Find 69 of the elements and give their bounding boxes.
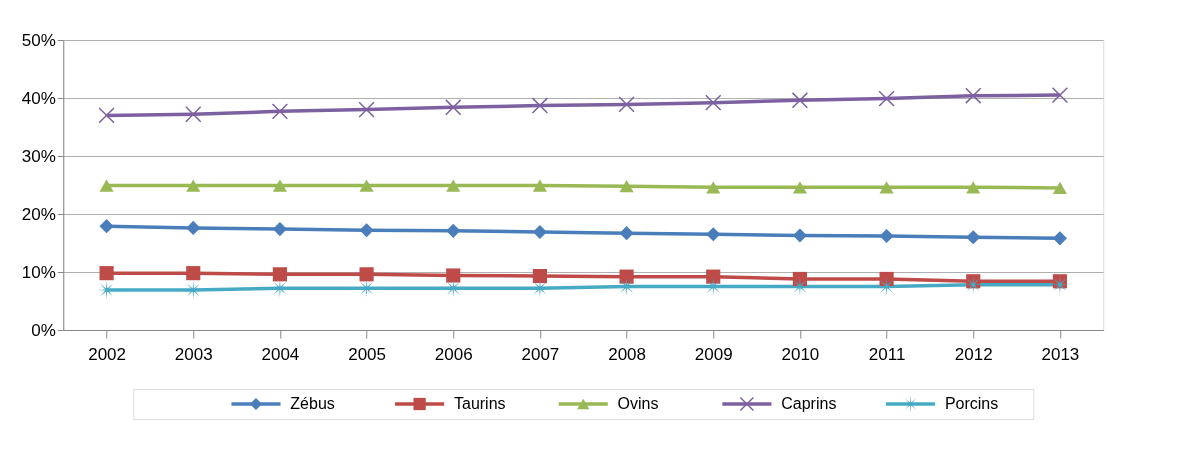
point [964,275,983,294]
point [1052,181,1067,195]
point [618,96,635,113]
x-tick-label: 2012 [954,344,993,364]
point [792,228,807,243]
point [706,269,721,284]
legend-label: Zébus [290,395,335,412]
point [879,228,894,244]
point [532,268,547,284]
point [619,226,634,241]
point [359,223,374,238]
point [186,266,201,281]
point [98,107,115,124]
y-tick-label: 40% [21,88,56,108]
point [445,99,462,116]
point [1052,231,1067,246]
point [966,181,981,194]
point [532,224,547,240]
point [1051,86,1069,104]
point [272,222,287,237]
x-tick-label: 2008 [608,344,646,364]
point [965,87,982,104]
point [186,220,201,235]
point [185,106,202,123]
y-tick-label: 50% [21,30,56,50]
x-tick-label: 2004 [261,344,300,364]
point [271,103,289,120]
point [272,179,287,192]
point [792,271,807,287]
y-tick-label: 20% [21,204,56,224]
point [619,269,634,284]
legend-label: Caprins [781,395,837,412]
y-tick-label: 0% [31,320,56,340]
x-tick-label: 2003 [174,344,213,364]
point [706,227,721,242]
point [878,90,895,107]
point [186,179,201,192]
point [879,181,894,194]
y-tick-label: 10% [21,262,56,282]
point [791,92,809,109]
point [359,179,374,192]
point [99,179,114,192]
point [532,179,547,192]
point [358,101,375,118]
point [706,181,721,194]
x-tick-label: 2011 [868,344,906,364]
x-tick-label: 2013 [1041,344,1080,364]
x-tick-label: 2006 [434,344,473,364]
x-tick-label: 2002 [88,344,126,364]
point [446,179,461,192]
point [99,219,114,234]
y-tick-label: 30% [21,146,56,166]
point [446,268,461,283]
point [359,267,374,282]
legend-label: Porcins [944,395,999,412]
point [446,223,461,238]
point [272,267,287,282]
x-tick-label: 2007 [521,344,560,364]
x-tick-label: 2010 [781,344,820,364]
legend-label: Ovins [617,395,659,412]
point [966,230,981,245]
point [99,266,114,281]
x-tick-label: 2005 [348,344,386,364]
x-tick-label: 2009 [694,344,733,364]
point [705,94,722,111]
legend-label: Taurins [453,395,506,412]
point [619,180,634,193]
point [792,181,807,194]
point [531,97,549,114]
